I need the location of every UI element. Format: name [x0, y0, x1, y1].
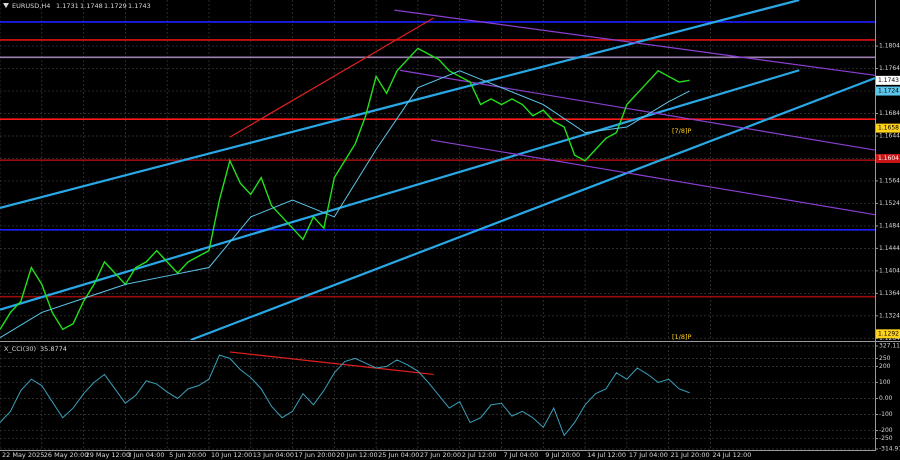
main-panel: [7/8]P [1/8]P: [0, 0, 875, 341]
x-tick-label: 14 Jul 12:00: [587, 451, 626, 459]
x-tick-label: 3 Jun 04:00: [127, 451, 164, 459]
series-line: [0, 47, 690, 331]
y-tick-label: 100: [879, 379, 891, 386]
price-tag: [876, 123, 900, 133]
y-tick-label: 1.1324: [879, 312, 900, 319]
y-tick-label: 1.1684: [879, 110, 900, 117]
x-tick-label: 13 Jun 04:00: [253, 451, 294, 459]
price-tag: [876, 329, 900, 339]
price-tag-label: 1.1292: [878, 330, 899, 337]
x-tick-label: 7 Jul 04:00: [503, 451, 538, 459]
trend-line: [430, 139, 875, 216]
x-tick-label: 20 Jun 12:00: [336, 451, 377, 459]
y-tick-label: 1.1764: [879, 65, 900, 72]
close: 1.1743: [128, 2, 151, 10]
cci-title: X_CCI(30): [4, 345, 36, 353]
y-tick-label: 200: [879, 363, 891, 370]
x-tick-label: 24 Jul 12:00: [712, 451, 751, 459]
trend-line: [399, 69, 875, 151]
y-tick-label: -250: [879, 435, 893, 442]
trend-line: [394, 9, 875, 76]
price-tag-label: 1.1604: [878, 155, 899, 162]
menu-icon[interactable]: [3, 3, 9, 8]
y-tick-label: 1.1444: [879, 245, 900, 252]
series-line: [0, 70, 690, 339]
level-label: [7/8]P: [672, 127, 692, 135]
y-tick-label: -314.976: [879, 446, 900, 453]
y-tick-label: 1.1364: [879, 290, 900, 297]
trend-line: [0, 69, 800, 311]
y-tick-label: 250: [879, 355, 891, 362]
price-tag-label: 1.1724: [878, 88, 899, 95]
level-label: [1/8]P: [672, 333, 692, 341]
x-tick-label: 29 May 12:00: [86, 451, 131, 459]
y-tick-label: 1.1804: [879, 43, 900, 50]
y-tick-label: 1.1564: [879, 177, 900, 184]
y-tick-label: 1.1524: [879, 200, 900, 207]
x-tick-label: 22 May 2025: [2, 451, 44, 459]
trend-line: [229, 351, 434, 376]
x-tick-label: 9 Jul 20:00: [545, 451, 580, 459]
trend-line: [0, 0, 800, 209]
y-tick-label: -200: [879, 427, 893, 434]
x-tick-label: 17 Jun 20:00: [295, 451, 336, 459]
x-tick-label: 2 Jul 12:00: [462, 451, 497, 459]
x-tick-label: 17 Jul 04:00: [629, 451, 668, 459]
y-tick-label: 1.1644: [879, 133, 900, 140]
y-tick-label: -100: [879, 411, 893, 418]
cci-panel: [0, 345, 875, 450]
x-tick-label: 25 Jun 04:00: [378, 451, 419, 459]
high: 1.1748: [80, 2, 103, 10]
x-tick-label: 26 May 20:00: [44, 451, 89, 459]
price-tag: [876, 153, 900, 163]
y-tick-label: 1.1404: [879, 267, 900, 274]
y-tick-label: 327.116: [879, 343, 900, 350]
x-tick-label: 27 Jun 20:00: [420, 451, 461, 459]
y-tick-label: 1.1484: [879, 222, 900, 229]
symbol-title: EURUSD,H4: [12, 2, 50, 10]
series-line: [0, 354, 690, 437]
trend-line: [190, 77, 875, 340]
price-tag: [876, 75, 900, 85]
open: 1.1731: [56, 2, 79, 10]
y-tick-label: 0.00: [879, 395, 893, 402]
price-tag-label: 1.1658: [878, 125, 899, 132]
x-tick-label: 21 Jul 20:00: [671, 451, 710, 459]
low: 1.1729: [104, 2, 127, 10]
x-tick-label: 10 Jun 12:00: [211, 451, 252, 459]
x-tick-label: 5 Jun 20:00: [169, 451, 206, 459]
price-tag: [876, 86, 900, 96]
price-tag-label: 1.1743: [878, 77, 899, 84]
trend-line: [229, 17, 434, 138]
cci-value: 35.8774: [40, 345, 67, 353]
